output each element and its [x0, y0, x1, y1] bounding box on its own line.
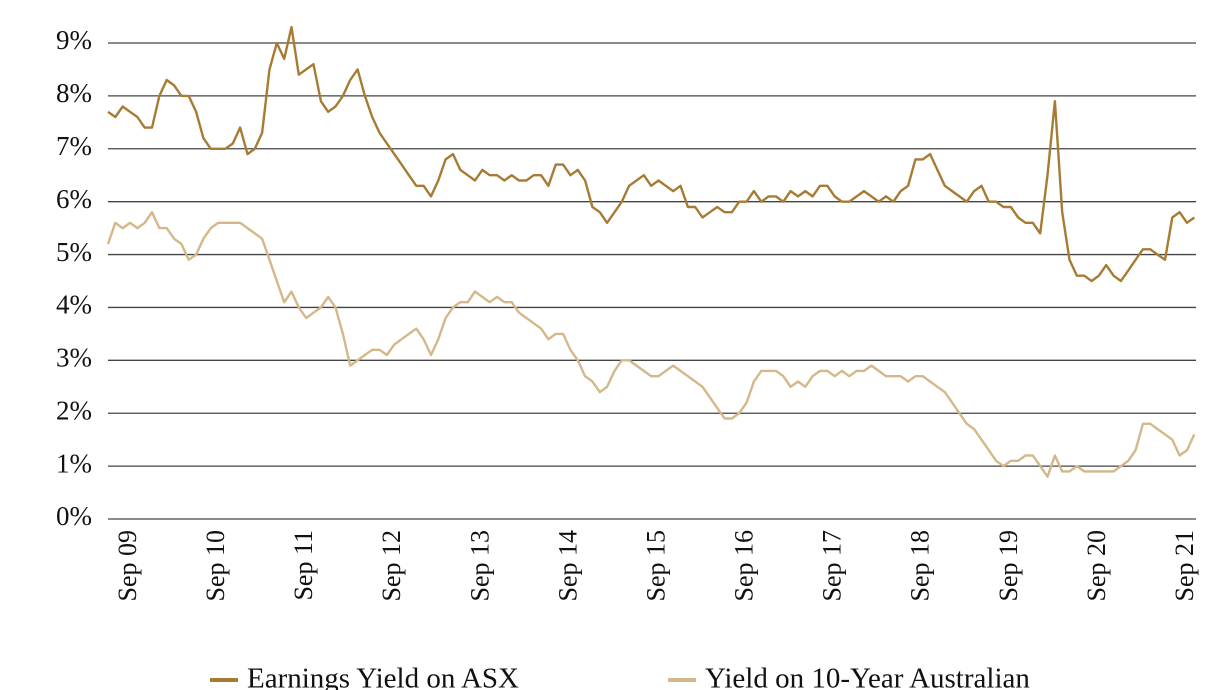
x-tick-label: Sep 17: [818, 530, 847, 602]
y-tick-label: 0%: [56, 501, 92, 531]
y-tick-label: 2%: [56, 395, 92, 425]
x-tick-label: Sep 16: [730, 530, 759, 602]
x-tick-label: Sep 19: [994, 530, 1023, 602]
x-tick-label: Sep 20: [1082, 530, 1111, 602]
legend-label: Yield on 10-Year Australian: [705, 663, 1030, 690]
y-tick-label: 1%: [56, 448, 92, 478]
x-tick-label: Sep 13: [465, 530, 494, 602]
y-tick-label: 4%: [56, 290, 92, 320]
series-line: [107, 25, 1196, 283]
series-line: [106, 211, 1196, 478]
x-tick-label: Sep 11: [289, 530, 318, 601]
legend-label: Earnings Yield on ASX: [247, 663, 519, 690]
y-tick-label: 8%: [56, 78, 92, 108]
x-tick-label: Sep 09: [113, 530, 142, 602]
y-tick-label: 5%: [56, 237, 92, 267]
x-tick-label: Sep 18: [906, 530, 935, 602]
x-tick-label: Sep 12: [377, 530, 406, 602]
x-tick-label: Sep 15: [641, 530, 670, 602]
y-tick-label: 6%: [56, 184, 92, 214]
y-tick-label: 3%: [56, 343, 92, 373]
x-tick-label: Sep 21: [1170, 530, 1199, 602]
y-tick-label: 9%: [56, 25, 92, 55]
x-tick-label: Sep 10: [201, 530, 230, 602]
y-tick-label: 7%: [56, 131, 92, 161]
x-tick-label: Sep 14: [553, 530, 582, 602]
